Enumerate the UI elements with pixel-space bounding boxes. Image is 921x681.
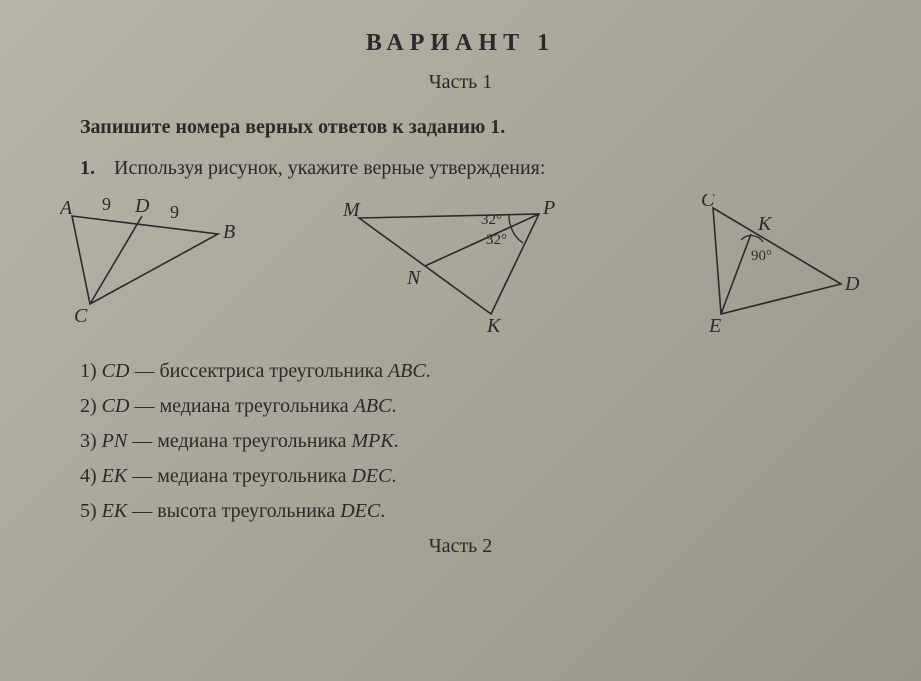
figure-2-svg: M P K N 32° 32°	[341, 194, 571, 334]
options-list: 1) CD — биссектриса треугольника ABC. 2)…	[50, 360, 871, 523]
figure-triangle-abc: A 9 D 9 B C	[60, 194, 260, 344]
option-symbol: EK	[102, 500, 128, 522]
variant-title: ВАРИАНТ 1	[50, 30, 871, 57]
label-P: P	[542, 197, 555, 219]
option-text: — биссектриса треугольника	[129, 360, 388, 382]
option-tri: DEC	[340, 500, 380, 522]
option-tri: ABC	[354, 395, 392, 417]
option-text: — высота треугольника	[127, 500, 340, 522]
option-symbol: EK	[102, 465, 128, 487]
option-symbol: CD	[102, 360, 130, 382]
question-1: 1. Используя рисунок, укажите верные утв…	[50, 157, 871, 180]
label-M: M	[342, 199, 361, 221]
option-end: .	[391, 465, 396, 487]
option-4: 4) EK — медиана треугольника DEC.	[80, 465, 871, 488]
label-B: B	[223, 221, 235, 243]
option-symbol: PN	[102, 430, 128, 452]
option-end: .	[380, 500, 385, 522]
label-E3: E	[708, 315, 721, 334]
option-text: — медиана треугольника	[127, 430, 351, 452]
figure-triangle-dec: C K D E 90°	[651, 194, 861, 344]
option-text: — медиана треугольника	[127, 465, 351, 487]
option-end: .	[426, 360, 431, 382]
label-seg1: 9	[102, 194, 111, 214]
instruction-text: Запишите номера верных ответов к заданию…	[50, 116, 871, 139]
option-text: — медиана треугольника	[129, 395, 353, 417]
label-90: 90°	[751, 248, 772, 264]
option-number: 1)	[80, 360, 97, 382]
worksheet-page: ВАРИАНТ 1 Часть 1 Запишите номера верных…	[0, 0, 921, 568]
figure-1-svg: A 9 D 9 B C	[60, 194, 260, 334]
label-K3: K	[757, 213, 773, 235]
option-3: 3) PN — медиана треугольника MPK.	[80, 430, 871, 453]
label-K: K	[486, 315, 502, 334]
option-number: 5)	[80, 500, 97, 522]
segment-cd	[90, 216, 142, 304]
triangle-dec	[713, 208, 841, 314]
triangle-abc	[72, 216, 218, 304]
label-seg2: 9	[170, 202, 179, 222]
option-number: 4)	[80, 465, 97, 487]
label-ang2: 32°	[486, 232, 507, 248]
label-D: D	[134, 195, 150, 217]
option-tri: MPK	[351, 430, 393, 452]
figures-row: A 9 D 9 B C M P K N 32° 32°	[50, 188, 871, 350]
question-number: 1.	[80, 157, 114, 180]
figure-triangle-mpk: M P K N 32° 32°	[341, 194, 571, 344]
option-5: 5) EK — высота треугольника DEC.	[80, 500, 871, 523]
option-number: 2)	[80, 395, 97, 417]
label-D3: D	[844, 273, 860, 295]
option-2: 2) CD — медиана треугольника ABC.	[80, 395, 871, 418]
label-A: A	[60, 197, 73, 219]
figure-3-svg: C K D E 90°	[651, 194, 861, 334]
label-C: C	[74, 305, 88, 327]
segment-ek	[721, 234, 751, 314]
angle-arc-1	[508, 215, 510, 227]
label-N: N	[406, 267, 422, 289]
question-text: Используя рисунок, укажите верные утверж…	[114, 157, 871, 180]
option-number: 3)	[80, 430, 97, 452]
label-C3: C	[701, 194, 715, 211]
option-symbol: CD	[102, 395, 130, 417]
option-end: .	[391, 395, 396, 417]
option-end: .	[394, 430, 399, 452]
option-tri: DEC	[351, 465, 391, 487]
part-1-title: Часть 1	[50, 71, 871, 94]
angle-arc-2	[511, 227, 523, 243]
label-ang1: 32°	[481, 212, 502, 228]
part-2-title: Часть 2	[50, 535, 871, 558]
option-tri: ABC	[388, 360, 426, 382]
option-1: 1) CD — биссектриса треугольника ABC.	[80, 360, 871, 383]
